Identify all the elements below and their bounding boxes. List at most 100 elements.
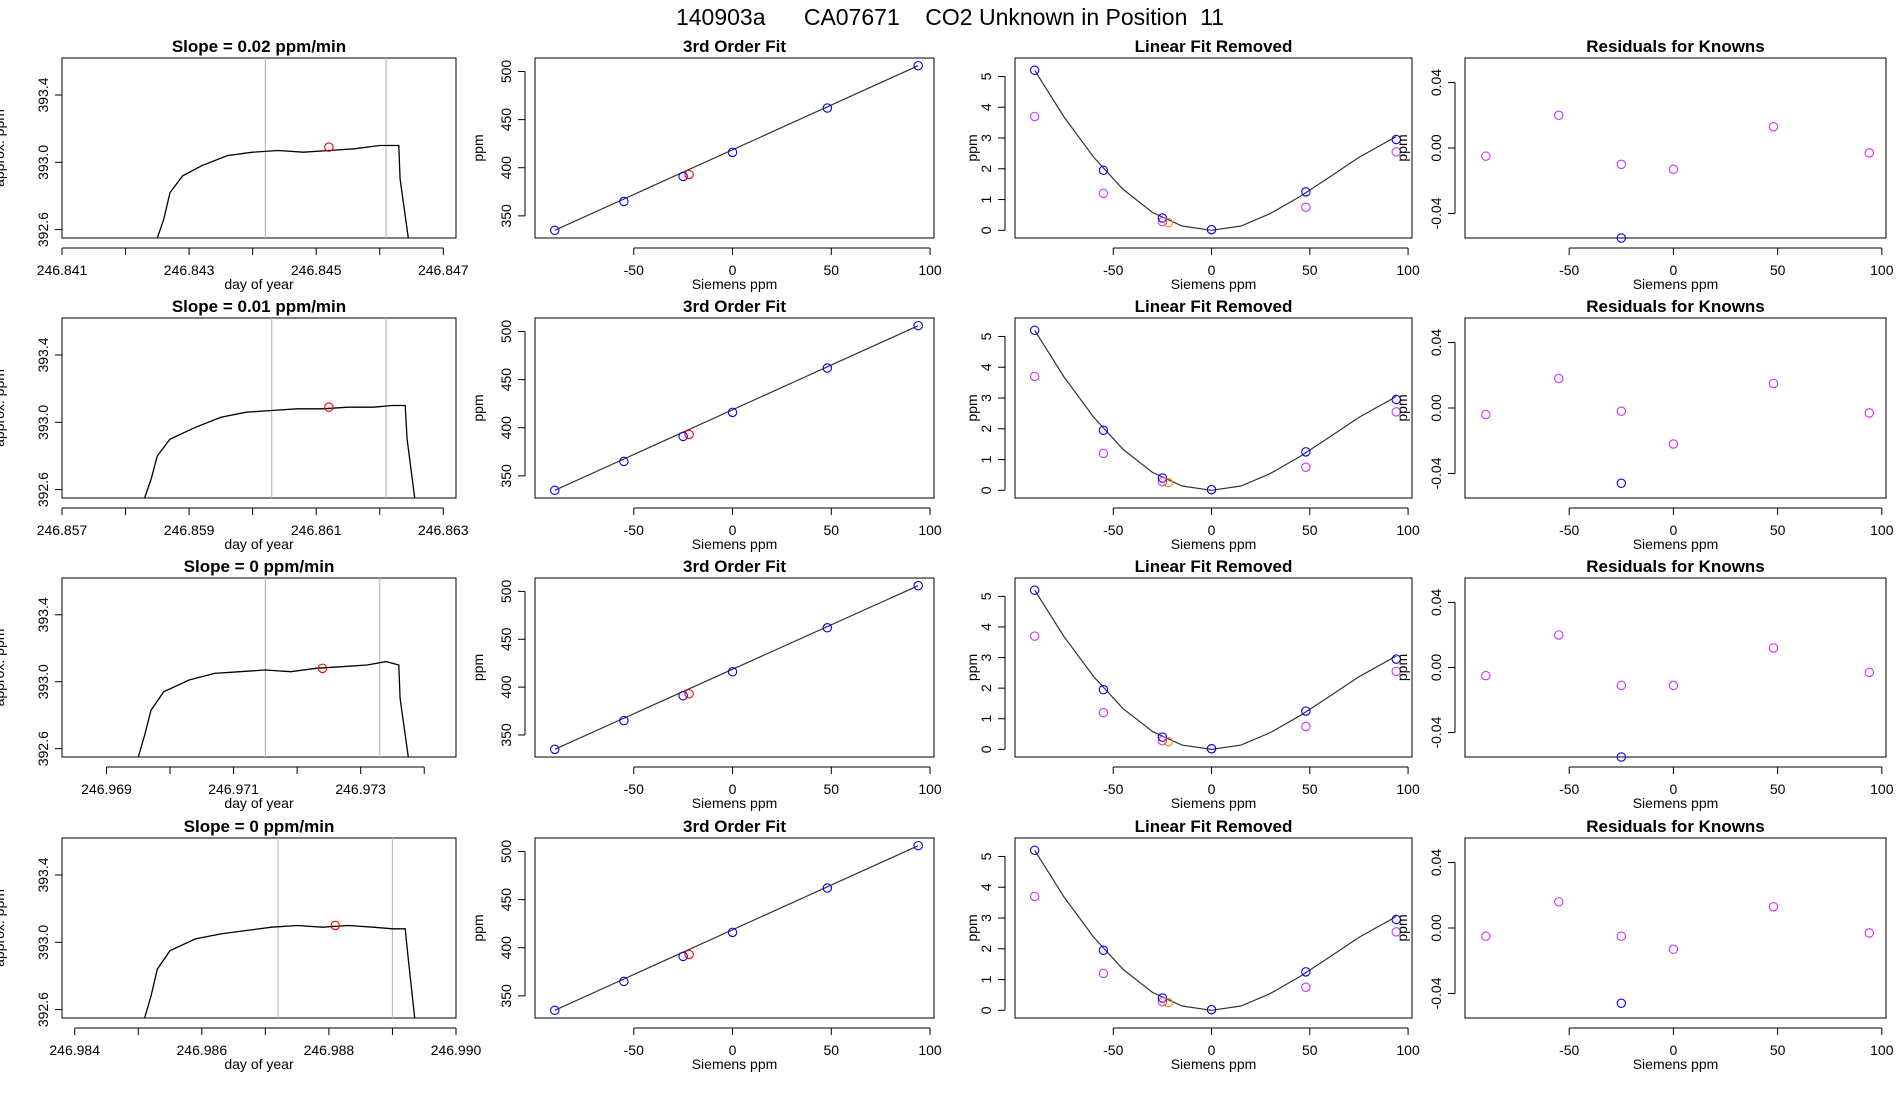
linfit-2-known-lin-point [1029, 371, 1040, 382]
fit-3-known-point [619, 715, 629, 726]
resid-2-known-point [1616, 478, 1627, 489]
resid-3-residual-point [1864, 667, 1875, 678]
fit-1-ytick-label: 400 [498, 156, 514, 180]
resid-4-residual-point [1616, 931, 1627, 941]
linfit-3-known-point [1157, 732, 1168, 742]
fit-1-xtick-label: 50 [823, 262, 839, 278]
fit-2-known-point [619, 456, 629, 467]
linfit-2-frame [1014, 317, 1413, 499]
linfit-1-known-lin-point [1098, 188, 1109, 199]
linfit-3-frame [1014, 577, 1413, 758]
linfit-4-known-lin-point [1157, 996, 1168, 1007]
fit-2-known-point [550, 485, 560, 496]
fit-4-known-point [550, 1005, 560, 1016]
linfit-1-unknown-point [1163, 217, 1174, 228]
resid-2-residual-point [1768, 378, 1779, 389]
linfit-2-known-point [1157, 473, 1168, 483]
trace-1-xtick-label: 246.841 [37, 262, 88, 278]
trace-3-line [137, 660, 409, 758]
fit-4-ytick-label: 400 [498, 936, 514, 960]
fit-4-fit-line [554, 845, 919, 1011]
resid-1-xtick-label: 50 [1770, 262, 1786, 278]
linfit-3-ytick-label: 4 [978, 623, 994, 631]
resid-1-residual-point [1554, 110, 1564, 121]
trace-1-ylabel: approx. ppm [0, 109, 7, 187]
resid-1-title: Residuals for Knowns [1586, 37, 1765, 56]
resid-3-ytick-label: -0.04 [1428, 716, 1444, 748]
linfit-3-xtick-label: 50 [1302, 781, 1318, 797]
trace-4-frame [61, 837, 457, 1019]
linfit-2-xtick-label: 100 [1396, 522, 1420, 538]
trace-4-title: Slope = 0 ppm/min [184, 817, 335, 836]
linfit-2-xtick-label: 0 [1208, 522, 1216, 538]
linfit-1-xlabel: Siemens ppm [1171, 276, 1257, 292]
resid-2-title: Residuals for Knowns [1586, 297, 1765, 316]
fit-2-known-point [913, 320, 923, 331]
resid-3-known-point [1616, 752, 1627, 762]
resid-3-xlabel: Siemens ppm [1633, 795, 1719, 811]
linfit-3-xlabel: Siemens ppm [1171, 795, 1257, 811]
resid-1-xtick-label: 100 [1870, 262, 1894, 278]
trace-3-ytick-label: 392.6 [35, 731, 51, 766]
linfit-2-known-point [1206, 484, 1217, 495]
linfit-2-curve [1034, 329, 1397, 491]
fit-3-known-point [678, 690, 688, 701]
resid-3-xtick-label: 100 [1870, 781, 1894, 797]
linfit-4-ytick-label: 4 [978, 883, 994, 891]
resid-2-ylabel: ppm [1394, 394, 1410, 421]
fit-1-known-point [727, 147, 738, 158]
trace-4-xtick-label: 246.986 [177, 1042, 228, 1058]
fit-4-xtick-label: 0 [729, 1042, 737, 1058]
linfit-1-known-lin-point [1029, 111, 1040, 122]
trace-2-ytick-label: 393.0 [35, 405, 51, 440]
figure-title: 140903a CA07671 CO2 Unknown in Position … [675, 4, 1225, 30]
trace-1-unknown-point [324, 142, 334, 152]
linfit-2-ytick-label: 0 [978, 486, 994, 494]
linfit-3-known-point [1206, 743, 1217, 754]
linfit-2-ylabel: ppm [964, 394, 980, 421]
resid-1-residual-point [1768, 121, 1779, 132]
linfit-1-ytick-label: 5 [978, 72, 994, 80]
resid-3-xtick-label: 50 [1770, 781, 1786, 797]
resid-2-xtick-label: 100 [1870, 522, 1894, 538]
linfit-1-title: Linear Fit Removed [1135, 37, 1293, 56]
trace-2-xtick-label: 246.863 [418, 522, 469, 538]
trace-2-ytick-label: 393.4 [35, 337, 51, 372]
trace-3-xtick-label: 246.973 [335, 781, 386, 797]
resid-3-ylabel: ppm [1394, 654, 1410, 681]
linfit-4-frame [1014, 837, 1413, 1019]
resid-2-residual-point [1554, 373, 1564, 384]
resid-2-xtick-label: -50 [1559, 522, 1579, 538]
resid-1-xlabel: Siemens ppm [1633, 276, 1719, 292]
linfit-2-ytick-label: 1 [978, 455, 994, 463]
linfit-3-title: Linear Fit Removed [1135, 557, 1293, 576]
fit-4-known-point [913, 840, 923, 851]
resid-2-xlabel: Siemens ppm [1633, 536, 1719, 552]
fit-4-known-point [678, 951, 688, 962]
linfit-1-known-point [1301, 187, 1311, 197]
linfit-4-known-point [1098, 945, 1109, 956]
fit-1-xlabel: Siemens ppm [692, 276, 778, 292]
fit-1-known-point [550, 225, 560, 236]
fit-4-known-point [727, 927, 738, 938]
fit-3-xtick-label: -50 [624, 781, 644, 797]
trace-4-ylabel: approx. ppm [0, 889, 7, 967]
linfit-2-ytick-label: 5 [978, 332, 994, 340]
fit-4-xtick-label: -50 [624, 1042, 644, 1058]
fit-3-known-point [727, 667, 738, 677]
fit-1-known-point [619, 196, 629, 207]
trace-3-xlabel: day of year [224, 795, 294, 811]
resid-3-residual-point [1768, 643, 1779, 653]
fit-3-xtick-label: 0 [729, 781, 737, 797]
fit-2-xlabel: Siemens ppm [692, 536, 778, 552]
fit-2-xtick-label: -50 [624, 522, 644, 538]
fit-2-xtick-label: 0 [729, 522, 737, 538]
trace-2-xlabel: day of year [224, 536, 294, 552]
trace-2-frame [61, 317, 457, 499]
resid-3-title: Residuals for Knowns [1586, 557, 1765, 576]
linfit-1-known-point [1029, 65, 1040, 76]
linfit-3-ytick-label: 0 [978, 745, 994, 753]
linfit-4-ytick-label: 0 [978, 1006, 994, 1014]
fit-4-known-point [822, 883, 833, 893]
